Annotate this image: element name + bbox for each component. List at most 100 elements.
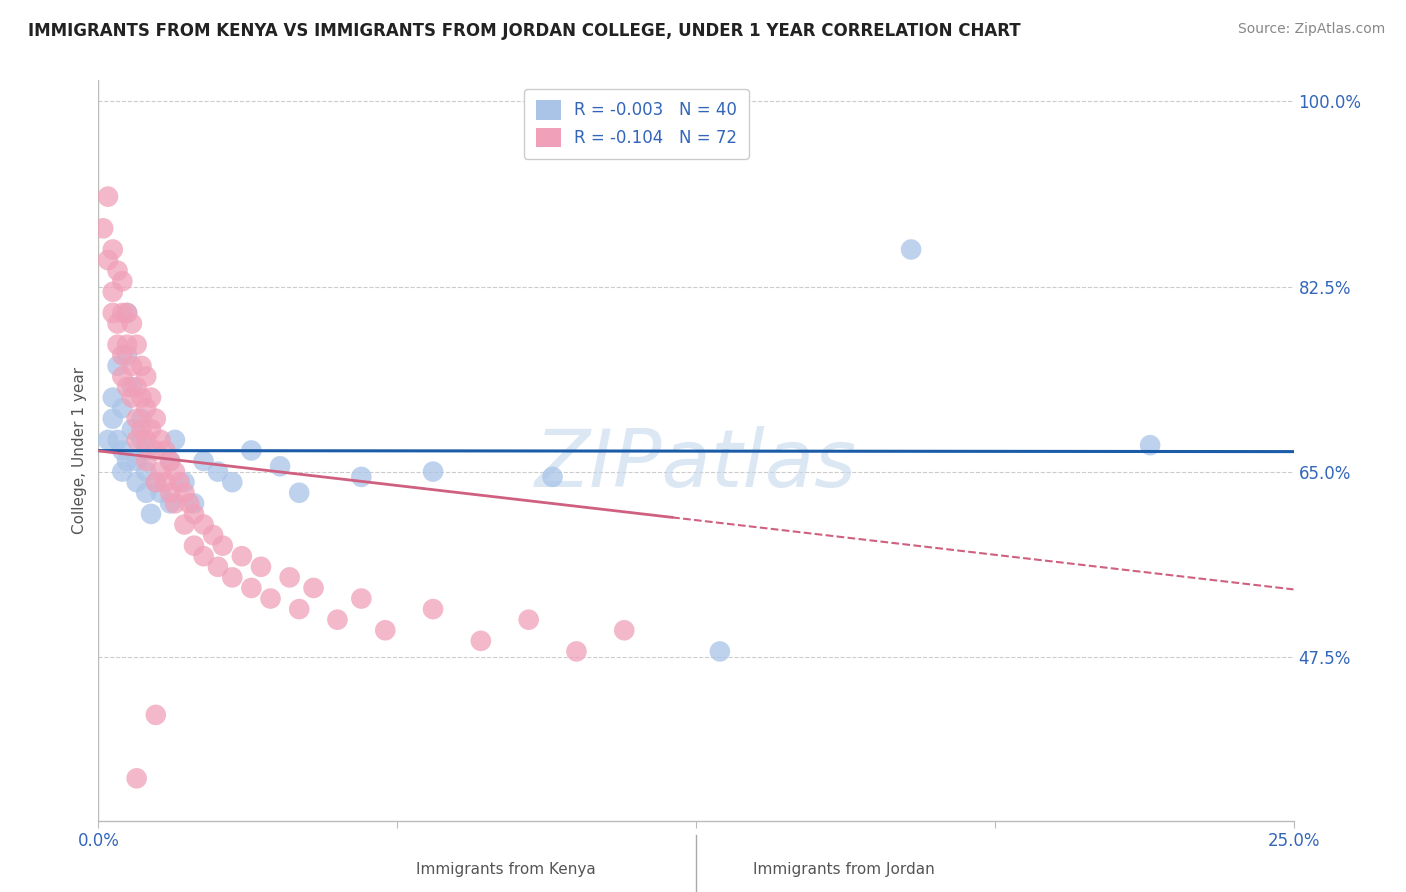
Point — [183, 539, 205, 553]
Point — [259, 591, 281, 606]
Point — [163, 496, 186, 510]
Point — [163, 433, 186, 447]
Point — [101, 306, 124, 320]
Point — [179, 496, 201, 510]
Point — [115, 337, 138, 351]
Point — [288, 485, 311, 500]
Point — [173, 475, 195, 490]
Point — [115, 348, 138, 362]
Point — [91, 221, 114, 235]
Point — [111, 306, 134, 320]
Point — [131, 411, 153, 425]
Point — [613, 624, 636, 638]
Point — [131, 422, 153, 436]
Point — [101, 243, 124, 257]
Point — [278, 570, 301, 584]
Text: ZIPatlas: ZIPatlas — [534, 426, 858, 504]
Point — [115, 306, 138, 320]
Point — [115, 380, 138, 394]
Point — [135, 433, 157, 447]
Point — [422, 602, 444, 616]
Point — [207, 465, 229, 479]
Text: Immigrants from Jordan: Immigrants from Jordan — [752, 863, 935, 877]
Point — [207, 559, 229, 574]
Point — [326, 613, 349, 627]
Point — [107, 263, 129, 277]
Point — [107, 433, 129, 447]
Point — [517, 613, 540, 627]
Point — [107, 359, 129, 373]
Point — [121, 380, 143, 394]
Point — [240, 443, 263, 458]
Point — [470, 633, 492, 648]
Point — [163, 465, 186, 479]
Point — [125, 411, 148, 425]
Point — [202, 528, 225, 542]
Text: Immigrants from Kenya: Immigrants from Kenya — [416, 863, 596, 877]
Point — [115, 454, 138, 468]
Point — [145, 411, 167, 425]
Point — [145, 443, 167, 458]
Point — [159, 485, 181, 500]
Point — [125, 454, 148, 468]
Point — [173, 517, 195, 532]
Point — [183, 496, 205, 510]
Point — [139, 391, 162, 405]
Point — [231, 549, 253, 564]
Point — [125, 475, 148, 490]
Point — [121, 422, 143, 436]
Point — [111, 401, 134, 416]
Point — [149, 465, 172, 479]
Point — [139, 507, 162, 521]
Point — [135, 443, 157, 458]
Point — [111, 465, 134, 479]
Point — [101, 285, 124, 299]
Point — [211, 539, 233, 553]
Point — [131, 433, 153, 447]
Text: Source: ZipAtlas.com: Source: ZipAtlas.com — [1237, 22, 1385, 37]
Point — [169, 475, 191, 490]
Point — [111, 369, 134, 384]
Point — [422, 465, 444, 479]
Point — [107, 317, 129, 331]
Point — [139, 422, 162, 436]
Point — [107, 337, 129, 351]
Point — [221, 475, 243, 490]
Point — [125, 433, 148, 447]
Point — [155, 443, 177, 458]
Point — [111, 443, 134, 458]
Point — [159, 496, 181, 510]
Point — [193, 549, 215, 564]
Point — [121, 359, 143, 373]
Point — [135, 369, 157, 384]
Point — [97, 433, 120, 447]
Point — [709, 644, 731, 658]
Legend: R = -0.003   N = 40, R = -0.104   N = 72: R = -0.003 N = 40, R = -0.104 N = 72 — [524, 88, 748, 159]
Point — [250, 559, 273, 574]
Point — [125, 380, 148, 394]
Point — [115, 306, 138, 320]
Point — [149, 433, 172, 447]
Point — [155, 475, 177, 490]
Y-axis label: College, Under 1 year: College, Under 1 year — [72, 367, 87, 534]
Point — [173, 485, 195, 500]
Point — [135, 465, 157, 479]
Point — [145, 475, 167, 490]
Point — [288, 602, 311, 616]
Point — [193, 517, 215, 532]
Point — [135, 485, 157, 500]
Point — [159, 454, 181, 468]
Point — [240, 581, 263, 595]
Point — [145, 707, 167, 722]
Point — [1139, 438, 1161, 452]
Point — [221, 570, 243, 584]
Point — [900, 243, 922, 257]
Point — [350, 591, 373, 606]
Text: IMMIGRANTS FROM KENYA VS IMMIGRANTS FROM JORDAN COLLEGE, UNDER 1 YEAR CORRELATIO: IMMIGRANTS FROM KENYA VS IMMIGRANTS FROM… — [28, 22, 1021, 40]
Point — [131, 359, 153, 373]
Point — [149, 485, 172, 500]
Point — [302, 581, 325, 595]
Point — [101, 391, 124, 405]
Point — [97, 189, 120, 203]
Point — [183, 507, 205, 521]
